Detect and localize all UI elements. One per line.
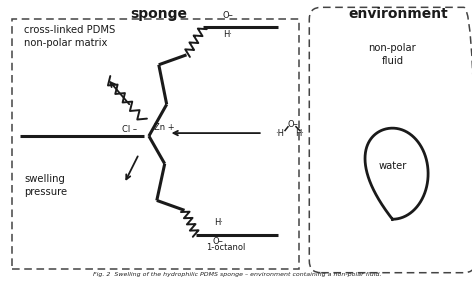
Bar — [12, 19, 300, 269]
Text: H·: H· — [224, 30, 233, 39]
Text: 1-octanol: 1-octanol — [206, 243, 246, 252]
Text: environment: environment — [348, 7, 448, 21]
Text: non-polar
fluid: non-polar fluid — [369, 43, 416, 66]
Text: cross-linked PDMS
non-polar matrix: cross-linked PDMS non-polar matrix — [24, 25, 115, 48]
Text: Zn +: Zn + — [154, 123, 174, 132]
Text: H·: H· — [295, 129, 304, 137]
Text: Fig. 2  Swelling of the hydrophilic PDMS sponge – environment containing a non-p: Fig. 2 Swelling of the hydrophilic PDMS … — [93, 272, 381, 277]
Text: Cl –: Cl – — [122, 125, 137, 134]
Text: ·H: ·H — [275, 129, 284, 137]
Text: sponge: sponge — [130, 7, 187, 21]
Text: swelling
pressure: swelling pressure — [24, 174, 67, 197]
Text: O–: O– — [213, 237, 224, 246]
Text: O–: O– — [288, 120, 298, 129]
Text: O–: O– — [223, 11, 234, 20]
Text: water: water — [378, 161, 407, 171]
Text: H·: H· — [214, 218, 223, 227]
